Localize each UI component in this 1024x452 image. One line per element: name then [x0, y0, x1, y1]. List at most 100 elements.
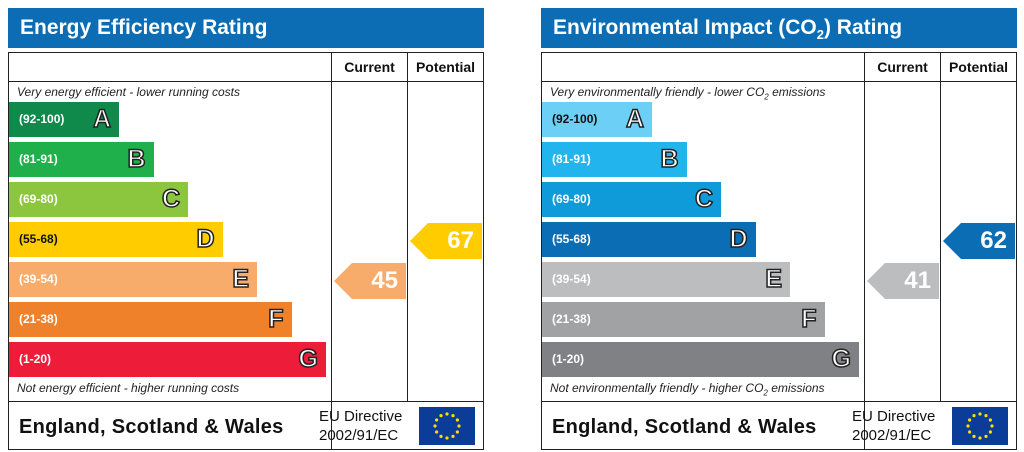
potential-rating-arrow-shape: [410, 223, 482, 259]
top-note: Very environmentally friendly - lower CO…: [550, 85, 826, 102]
band-c: (69-80) C: [9, 182, 188, 217]
band-range-label: (92-100): [19, 112, 65, 126]
band-letter-label: E: [232, 264, 250, 294]
current-rating-value: 41: [904, 267, 931, 294]
eu-star: [451, 434, 455, 438]
rating-box: Current Potential Very environmentally f…: [541, 52, 1017, 450]
band-b: (81-91) B: [542, 142, 687, 177]
band-f: (21-38) F: [9, 302, 292, 337]
band-range-label: (55-68): [19, 232, 58, 246]
band-a: (92-100) A: [9, 102, 119, 137]
environmental-impact-panel: Environmental Impact (CO2) Rating Curren…: [541, 8, 1017, 450]
bottom-note: Not environmentally friendly - higher CO…: [550, 381, 825, 398]
eu-directive-line1: EU Directive: [852, 408, 936, 425]
band-letter-label: D: [196, 224, 216, 254]
band-letter-label: A: [92, 104, 112, 134]
band-g: (1-20) G: [9, 342, 326, 377]
band-letter-label: G: [298, 344, 319, 374]
eu-star: [968, 430, 972, 434]
band-letter-label: D: [729, 224, 749, 254]
eu-star: [966, 424, 970, 428]
band-letter-label: B: [660, 144, 680, 174]
band-letter-label: F: [267, 304, 284, 334]
eu-star: [988, 418, 992, 422]
band-range-label: (39-54): [552, 272, 591, 286]
band-letter-label: C: [694, 184, 714, 214]
current-rating-value: 45: [371, 267, 398, 294]
eu-directive: EU Directive 2002/91/EC: [319, 407, 402, 445]
band-range-label: (39-54): [19, 272, 58, 286]
eu-star: [457, 424, 461, 428]
band-range-label: (21-38): [19, 312, 58, 326]
band-letter-label: G: [831, 344, 852, 374]
band-g: (1-20) G: [542, 342, 859, 377]
region-label: England, Scotland & Wales: [19, 416, 284, 438]
band-range-label: (81-91): [552, 152, 591, 166]
eu-star: [988, 430, 992, 434]
energy-efficiency-panel: Energy Efficiency Rating Current Potenti…: [8, 8, 484, 450]
current-rating-arrow: 41: [867, 263, 939, 299]
current-column-header: Current: [344, 59, 395, 75]
band-letter-label: E: [765, 264, 783, 294]
potential-column-header: Potential: [948, 59, 1009, 75]
eu-star: [968, 418, 972, 422]
eu-star: [445, 436, 449, 440]
band-range-label: (81-91): [19, 152, 58, 166]
eu-star: [978, 412, 982, 416]
eu-flag-icon: [952, 407, 1008, 445]
band-f: (21-38) F: [542, 302, 825, 337]
eu-star: [972, 434, 976, 438]
eu-star: [439, 414, 443, 418]
eu-directive-line2: 2002/91/EC: [319, 427, 399, 444]
band-b: (81-91) B: [9, 142, 154, 177]
eu-star: [978, 436, 982, 440]
potential-rating-arrow: 62: [943, 223, 1015, 259]
eu-star: [455, 418, 459, 422]
potential-rating-value: 62: [980, 227, 1007, 254]
band-c: (69-80) C: [542, 182, 721, 217]
band-d: (55-68) D: [9, 222, 223, 257]
band-range-label: (21-38): [552, 312, 591, 326]
eu-star: [451, 414, 455, 418]
band-letter-label: F: [800, 304, 817, 334]
eu-star: [984, 434, 988, 438]
eu-star: [455, 430, 459, 434]
band-d: (55-68) D: [542, 222, 756, 257]
band-range-label: (69-80): [552, 192, 591, 206]
current-column-header: Current: [877, 59, 928, 75]
band-letter-label: C: [161, 184, 181, 214]
eu-star: [972, 414, 976, 418]
eu-star: [445, 412, 449, 416]
top-note: Very energy efficient - lower running co…: [17, 85, 240, 99]
potential-column-header: Potential: [415, 59, 476, 75]
chart-title: Environmental Impact (CO2) Rating: [541, 8, 1017, 48]
band-letter-label: A: [625, 104, 645, 134]
eu-star: [433, 424, 437, 428]
eu-flag-icon: [419, 407, 475, 445]
current-rating-arrow-shape: [334, 263, 406, 299]
eu-star: [984, 414, 988, 418]
current-rating-arrow: 45: [334, 263, 406, 299]
rating-box: Current Potential Very energy efficient …: [8, 52, 484, 450]
band-range-label: (1-20): [19, 352, 52, 366]
chart-title: Energy Efficiency Rating: [8, 8, 484, 48]
eu-directive: EU Directive 2002/91/EC: [852, 407, 935, 445]
band-range-label: (55-68): [552, 232, 591, 246]
eu-star: [435, 418, 439, 422]
bottom-note: Not energy efficient - higher running co…: [17, 381, 240, 395]
eu-star: [435, 430, 439, 434]
eu-star: [990, 424, 994, 428]
potential-rating-value: 67: [447, 227, 474, 254]
band-e: (39-54) E: [9, 262, 257, 297]
band-range-label: (1-20): [552, 352, 585, 366]
band-range-label: (69-80): [19, 192, 58, 206]
potential-rating-arrow: 67: [410, 223, 482, 259]
current-rating-arrow-shape: [867, 263, 939, 299]
eu-directive-line1: EU Directive: [319, 408, 403, 425]
band-e: (39-54) E: [542, 262, 790, 297]
band-letter-label: B: [127, 144, 147, 174]
band-a: (92-100) A: [542, 102, 652, 137]
potential-rating-arrow-shape: [943, 223, 1015, 259]
region-label: England, Scotland & Wales: [552, 416, 817, 438]
eu-directive-line2: 2002/91/EC: [852, 427, 932, 444]
